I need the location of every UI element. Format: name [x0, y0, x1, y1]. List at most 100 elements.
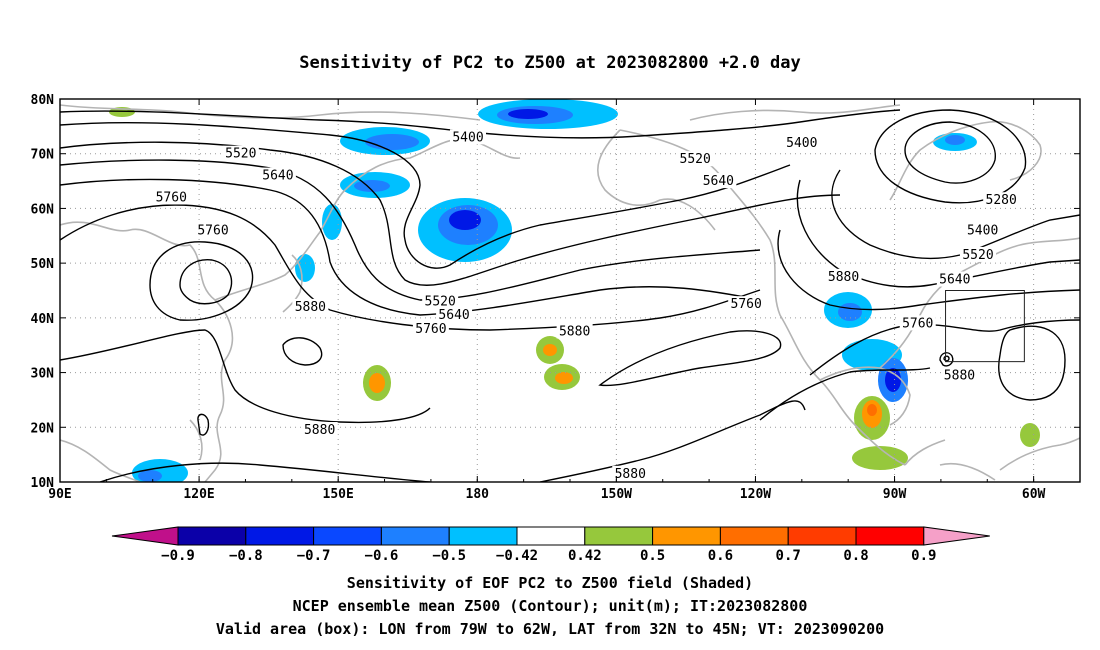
y-tick-label: 70N	[31, 148, 55, 163]
colorbar-high-cap	[923, 526, 990, 546]
footer-line-3: Valid area (box): LON from 79W to 62W, L…	[216, 620, 884, 638]
coastlines	[60, 104, 1080, 482]
contour-label: 5880	[304, 423, 335, 438]
contour-label-bg	[412, 320, 449, 336]
y-tick-label: 50N	[31, 257, 55, 272]
figure-title: Sensitivity of PC2 to Z500 at 2023082800…	[299, 53, 801, 73]
contour-label-bg	[677, 151, 714, 167]
x-tick-label: 60W	[1022, 487, 1046, 502]
contour-label: 5880	[615, 467, 646, 482]
contour-label: 5760	[197, 223, 228, 238]
map-axes: 90E 120E 150E 180 150W 120W 90W 60W 10N 20N 30N 40N…	[31, 93, 1081, 502]
contour-label-bg	[556, 323, 593, 339]
contour-label: 5640	[703, 174, 734, 189]
contour-label-bg	[960, 246, 996, 262]
contour-label: 5280	[986, 193, 1017, 208]
x-tick-label: 90W	[883, 487, 907, 502]
colorbar-segment	[313, 526, 382, 546]
contour-label: 5520	[225, 147, 256, 162]
contour-label-bg	[728, 296, 765, 312]
x-tick-label: 150W	[601, 487, 632, 502]
contour-label-bg	[292, 298, 329, 314]
colorbar-segment	[177, 526, 247, 546]
contour-label-bg	[899, 315, 936, 331]
x-tick-label: 180	[466, 487, 490, 502]
contour-label-bg	[936, 271, 973, 287]
x-tick-label: 120E	[183, 487, 214, 502]
contour-label-bg	[983, 192, 1020, 208]
y-tick-label: 60N	[31, 202, 55, 217]
contour-label: 5520	[425, 294, 456, 309]
y-tick-label: 10N	[31, 476, 55, 491]
contour-label-bg	[783, 134, 820, 150]
contour-label-bg	[222, 145, 259, 161]
contour-label: 5760	[902, 316, 933, 331]
contour-label: 5520	[962, 248, 993, 263]
colorbar-segment	[516, 526, 586, 546]
positive-blob-west-pacific	[363, 365, 391, 401]
contour-label: 5880	[295, 300, 326, 315]
colorbar-label: 0.7	[776, 548, 801, 564]
y-tick-label: 30N	[31, 367, 55, 382]
colorbar-segment	[448, 526, 518, 546]
negative-blob-north-pacific	[478, 99, 618, 129]
contour-label-bg	[964, 222, 1001, 238]
colorbar-label: −0.5	[432, 548, 466, 564]
contour-label: 5880	[559, 325, 590, 340]
negative-blob-greenland	[933, 133, 977, 151]
negative-blob-south-china-sea	[132, 459, 188, 482]
colorbar-label: −0.8	[229, 548, 263, 564]
contour-label-bg	[195, 222, 231, 238]
contour-label: 5400	[452, 130, 483, 145]
contour-label-bg	[612, 465, 649, 481]
colorbar-segment	[855, 526, 925, 546]
contour-label: 5760	[731, 297, 762, 312]
contour-label-bg	[153, 189, 190, 205]
footer-line-2: NCEP ensemble mean Z500 (Contour); unit(…	[293, 597, 808, 615]
contour-label: 5880	[944, 368, 975, 383]
contour-label-bg	[941, 367, 978, 383]
colorbar-label: −0.7	[297, 548, 331, 564]
positive-blob-gulf-caribbean	[852, 396, 908, 470]
colorbar-segment	[584, 526, 654, 546]
y-tick-label: 20N	[31, 421, 55, 436]
colorbar-segment	[719, 526, 789, 546]
map-background	[60, 99, 1080, 482]
colorbar-segment	[380, 526, 450, 546]
contour-label: 5640	[939, 273, 970, 288]
x-tick-label: 120W	[740, 487, 771, 502]
contour-label: 5880	[828, 270, 859, 285]
colorbar: −0.9 −0.8 −0.7 −0.6 −0.5 −0.42 0.42 0.5 0.6 0.7 0.…	[111, 526, 990, 564]
contour-label: 5640	[262, 169, 293, 184]
colorbar-label: −0.42	[496, 548, 538, 564]
colorbar-label: 0.42	[568, 548, 602, 564]
colorbar-segment	[245, 526, 315, 546]
colorbar-label: −0.6	[365, 548, 399, 564]
valid-area-box	[945, 290, 1025, 363]
positive-blob-atlantic	[1020, 423, 1040, 447]
contour-label: 5400	[967, 223, 998, 238]
contour-label: 5760	[156, 190, 187, 205]
sensitivity-shading	[109, 99, 1040, 482]
colorbar-label: 0.8	[843, 548, 868, 564]
contour-label: 5520	[680, 152, 711, 167]
negative-blob-kamchatka	[418, 198, 512, 262]
y-tick-label: 40N	[31, 312, 55, 327]
contour-label-bg	[259, 167, 296, 183]
colorbar-segment	[787, 526, 857, 546]
x-tick-label: 150E	[323, 487, 354, 502]
colorbar-segment	[652, 526, 721, 546]
contour-label-bg	[700, 173, 737, 189]
y-tick-label: 80N	[31, 93, 55, 108]
colorbar-label: 0.5	[640, 548, 665, 564]
colorbar-label: 0.9	[911, 548, 936, 564]
x-tick-label: 90E	[48, 487, 71, 502]
footer-line-1: Sensitivity of EOF PC2 to Z500 field (Sh…	[347, 574, 753, 592]
colorbar-label: −0.9	[161, 548, 195, 564]
contour-label-bg	[422, 293, 459, 309]
contour-label: 5640	[438, 308, 469, 323]
contour-label: 5760	[415, 322, 446, 337]
